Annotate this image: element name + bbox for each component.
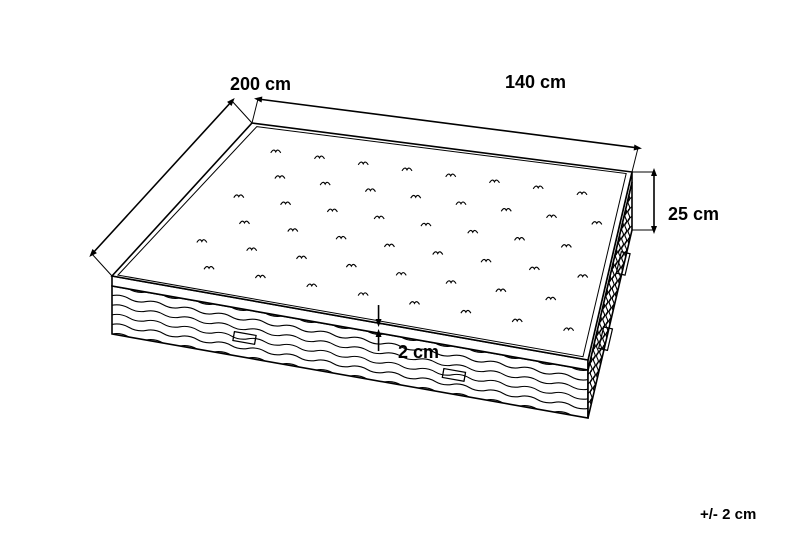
length-label: 200 cm (230, 74, 291, 95)
mattress-diagram (0, 0, 800, 533)
pillow-label: 2 cm (398, 342, 439, 363)
diagram-stage: 200 cm 140 cm 25 cm 2 cm +/- 2 cm (0, 0, 800, 533)
height-label: 25 cm (668, 204, 719, 225)
tolerance-label: +/- 2 cm (700, 506, 756, 523)
width-label: 140 cm (505, 72, 566, 93)
